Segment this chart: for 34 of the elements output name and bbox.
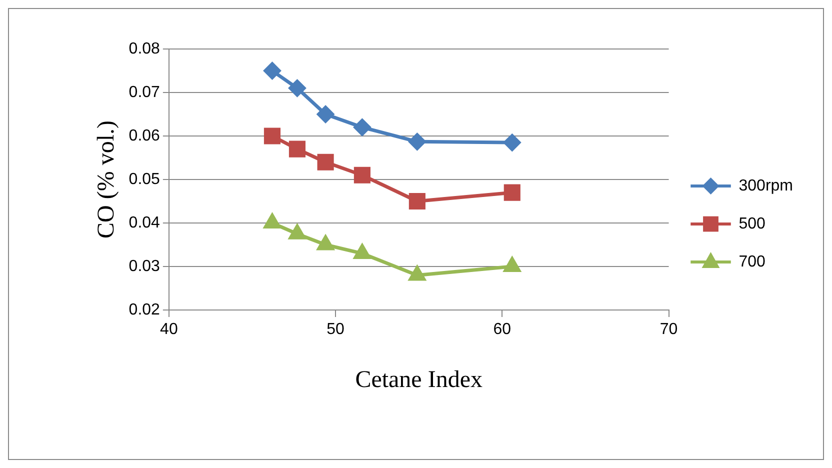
point [264, 128, 281, 144]
point [316, 234, 335, 250]
point [353, 118, 372, 136]
point [288, 223, 306, 240]
point [408, 192, 426, 210]
x-axis-title: Cetane Index [355, 366, 482, 393]
point [408, 264, 426, 281]
y-tick-label: 0.04 [128, 214, 160, 232]
x-tick-label: 50 [326, 321, 345, 338]
point [263, 62, 282, 80]
point [288, 140, 306, 158]
point [288, 79, 306, 98]
point [317, 154, 334, 170]
legend-label: 500 [738, 215, 766, 232]
legend-label: 700 [738, 253, 766, 270]
y-tick-label: 0.03 [128, 258, 160, 275]
y-tick-label: 0.02 [128, 301, 160, 318]
y-tick-label: 0.05 [128, 170, 160, 188]
x-tick-label: 70 [660, 321, 678, 338]
point [263, 212, 282, 228]
point [504, 184, 520, 201]
y-tick-label: 0.07 [128, 84, 160, 101]
x-tick-label: 40 [160, 321, 178, 338]
x-tick-label: 60 [493, 321, 512, 338]
y-tick-label: 0.06 [128, 127, 160, 144]
point [316, 105, 335, 124]
y-axis-title: CO (% vol.) [94, 120, 120, 238]
point [353, 242, 372, 259]
y-tick-label: 0.08 [128, 40, 160, 58]
point [354, 166, 370, 184]
point [408, 132, 426, 151]
legend-label: 300rpm [738, 177, 793, 194]
point [503, 134, 522, 152]
point [502, 256, 522, 272]
